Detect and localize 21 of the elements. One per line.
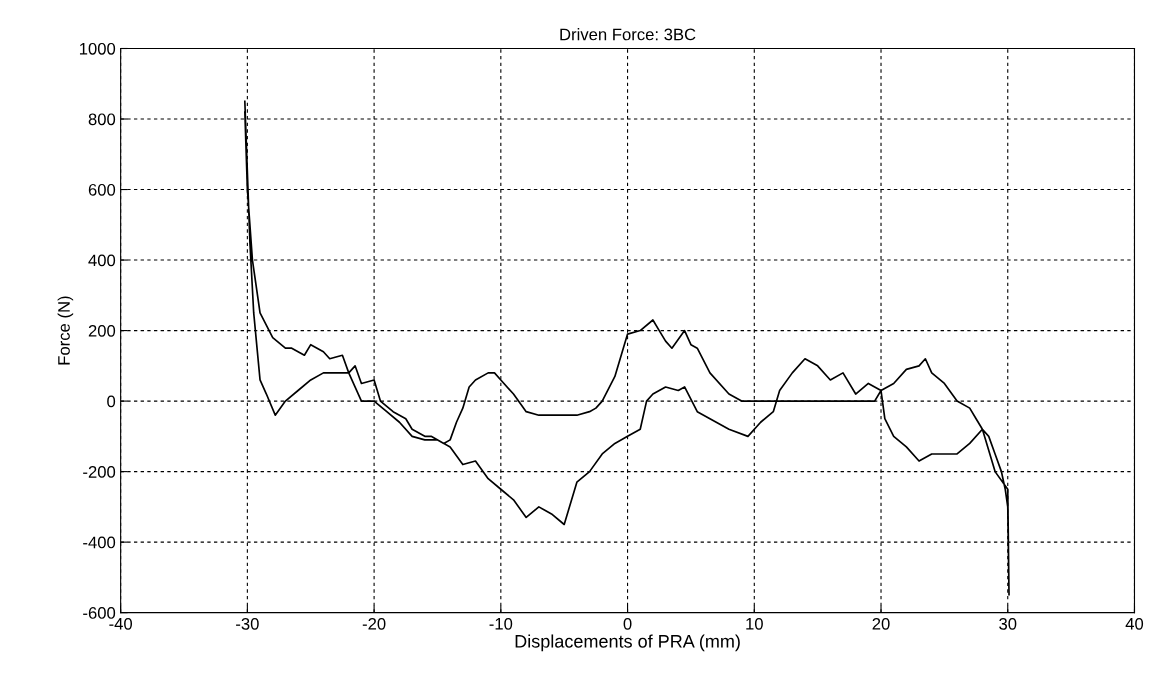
y-tick-label: -400 xyxy=(83,536,116,549)
y-axis-title: Force (N) xyxy=(57,296,74,365)
y-tick-label: 0 xyxy=(107,395,116,408)
x-tick-label: -40 xyxy=(109,617,133,630)
x-tick-label: -10 xyxy=(489,617,513,630)
y-tick-label: 400 xyxy=(88,254,116,267)
x-tick-label: 40 xyxy=(1125,617,1144,630)
x-tick-label: 30 xyxy=(999,617,1017,630)
y-tick-label: 800 xyxy=(88,113,116,126)
x-tick-label: 10 xyxy=(746,617,763,630)
chart-title: Driven Force: 3BC xyxy=(560,28,696,41)
y-tick-label: -200 xyxy=(83,466,116,478)
x-tick-label: -20 xyxy=(362,617,386,630)
y-tick-label: -600 xyxy=(83,607,116,619)
x-tick-label: 20 xyxy=(872,617,890,630)
x-axis-title: Displacements of PRA (mm) xyxy=(515,634,740,652)
y-tick-label: 200 xyxy=(88,324,116,337)
y-tick-label: 600 xyxy=(88,183,116,196)
y-tick-label: 1000 xyxy=(79,42,116,55)
x-tick-label: 0 xyxy=(623,617,632,630)
x-tick-label: -30 xyxy=(236,617,259,630)
